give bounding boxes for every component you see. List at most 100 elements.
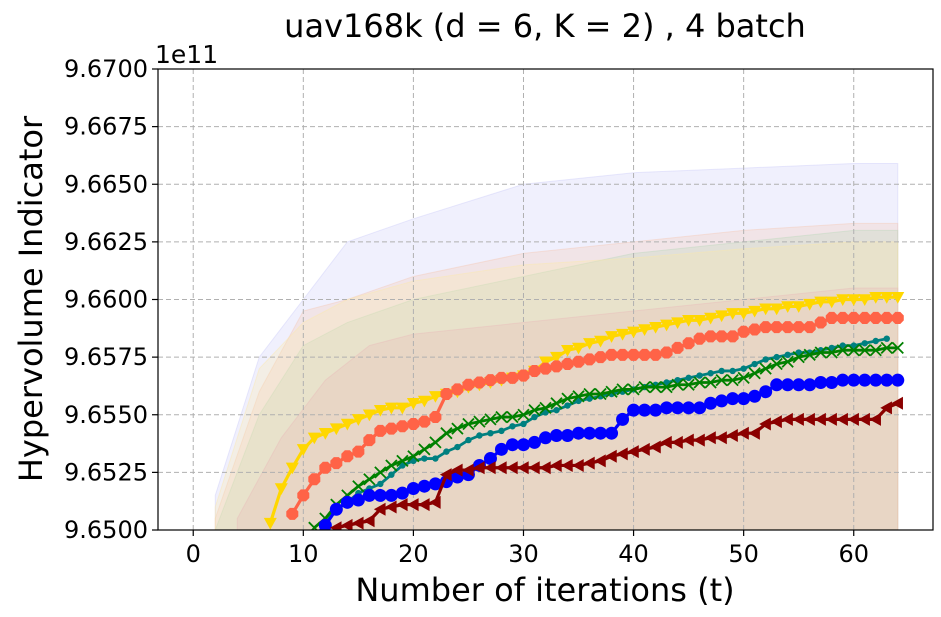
chart-title: uav168k (d = 6, K = 2) , 4 batch (284, 7, 806, 45)
data-point-gold-38 (682, 315, 696, 327)
data-point-tomato-52 (858, 311, 871, 324)
data-point-green-44 (792, 350, 805, 364)
data-point-tomato-53 (869, 311, 882, 324)
data-point-tomato-34 (660, 346, 673, 359)
data-point-blue-38 (726, 392, 740, 406)
data-point-green-48 (836, 344, 849, 357)
data-point-darkred-50 (880, 401, 892, 415)
data-point-tomato-8 (374, 424, 387, 437)
data-point-blue-45 (803, 378, 817, 392)
data-point-green-51 (869, 344, 882, 357)
data-point-gold-8 (351, 414, 365, 426)
data-point-blue-18 (505, 438, 519, 452)
data-point-tomato-37 (693, 332, 706, 345)
data-point-gold-44 (748, 305, 762, 318)
data-point-blue-37 (715, 394, 729, 408)
confidence-band-4 (236, 287, 899, 530)
data-point-gold-15 (428, 391, 442, 403)
data-point-gold-27 (561, 345, 575, 357)
data-point-teal-8 (410, 457, 417, 465)
data-point-blue-35 (693, 401, 707, 415)
x-tick-label-1: 10 (288, 540, 319, 568)
x-tick-label-5: 50 (728, 540, 759, 568)
data-point-tomato-42 (748, 323, 761, 336)
data-point-darkred-25 (605, 449, 617, 463)
data-point-tomato-6 (352, 445, 365, 458)
data-point-teal-18 (520, 420, 527, 428)
data-point-blue-6 (373, 488, 387, 502)
data-point-tomato-43 (759, 321, 772, 334)
data-point-green-26 (594, 387, 607, 401)
data-point-green-18 (506, 410, 519, 424)
data-point-green-38 (726, 374, 739, 387)
series-darkred (329, 396, 903, 530)
data-point-green-27 (605, 385, 618, 398)
data-point-blue-39 (737, 392, 751, 406)
x-tick-label-6: 60 (838, 540, 869, 568)
data-point-blue-32 (660, 401, 674, 415)
data-point-gold-39 (693, 315, 707, 327)
data-point-darkred-17 (516, 461, 529, 475)
data-point-teal-16 (498, 427, 505, 435)
data-point-green-7 (385, 459, 398, 472)
data-point-darkred-1 (340, 518, 353, 530)
data-point-blue-29 (627, 403, 641, 417)
data-point-teal-35 (707, 370, 714, 377)
data-point-teal-46 (828, 344, 835, 352)
data-point-darkred-19 (539, 461, 551, 475)
data-point-darkred-12 (461, 463, 474, 477)
data-point-blue-9 (406, 482, 420, 496)
data-point-gold-0 (263, 517, 277, 530)
data-point-tomato-5 (341, 450, 354, 463)
data-point-tomato-31 (627, 348, 640, 361)
data-point-blue-24 (572, 426, 586, 440)
data-point-green-13 (451, 422, 464, 435)
data-point-gold-34 (638, 324, 652, 336)
x-tick-label-3: 30 (508, 540, 539, 568)
data-point-green-46 (814, 346, 827, 359)
x-tick-label-2: 20 (398, 540, 429, 568)
data-point-blue-43 (781, 378, 795, 392)
data-point-blue-16 (483, 452, 497, 466)
data-point-green-23 (561, 392, 574, 405)
data-point-gold-56 (880, 291, 894, 304)
data-point-blue-27 (605, 426, 619, 440)
y-tick-label-0: 9.6500 (64, 516, 148, 544)
data-point-gold-9 (362, 409, 376, 422)
data-point-darkred-10 (439, 468, 452, 482)
data-point-darkred-38 (748, 426, 760, 440)
data-point-darkred-5 (384, 500, 397, 514)
data-point-teal-5 (377, 480, 384, 488)
data-point-gold-26 (550, 351, 564, 364)
data-point-gold-30 (594, 335, 608, 348)
data-point-darkred-29 (649, 440, 661, 454)
data-point-tomato-44 (770, 321, 783, 334)
data-point-teal-42 (784, 351, 791, 359)
data-point-gold-35 (649, 321, 663, 334)
x-axis-ticks: 0 10 20 30 40 50 60 (186, 530, 869, 568)
data-point-tomato-48 (814, 316, 827, 329)
data-point-green-52 (880, 341, 893, 355)
data-point-green-53 (891, 341, 904, 355)
y-tick-label-1: 9.6525 (64, 458, 148, 486)
data-point-blue-26 (594, 426, 608, 440)
data-point-tomato-9 (385, 422, 398, 435)
data-point-tomato-1 (297, 489, 310, 502)
data-point-tomato-20 (506, 371, 519, 384)
data-point-gold-28 (572, 342, 586, 355)
data-point-gold-1 (274, 483, 288, 496)
data-point-darkred-23 (583, 456, 595, 470)
data-point-gold-2 (285, 462, 299, 475)
data-point-tomato-21 (517, 369, 530, 382)
data-point-tomato-54 (880, 311, 893, 324)
y-tick-label-7: 9.6675 (64, 113, 148, 141)
data-point-darkred-0 (329, 521, 342, 530)
x-tick-label-0: 0 (186, 540, 201, 568)
data-point-teal-34 (696, 372, 703, 379)
data-point-darkred-14 (483, 461, 496, 475)
data-point-gold-50 (814, 296, 828, 309)
data-point-darkred-34 (704, 431, 716, 445)
data-point-gold-49 (803, 298, 817, 311)
data-point-blue-28 (616, 412, 630, 426)
